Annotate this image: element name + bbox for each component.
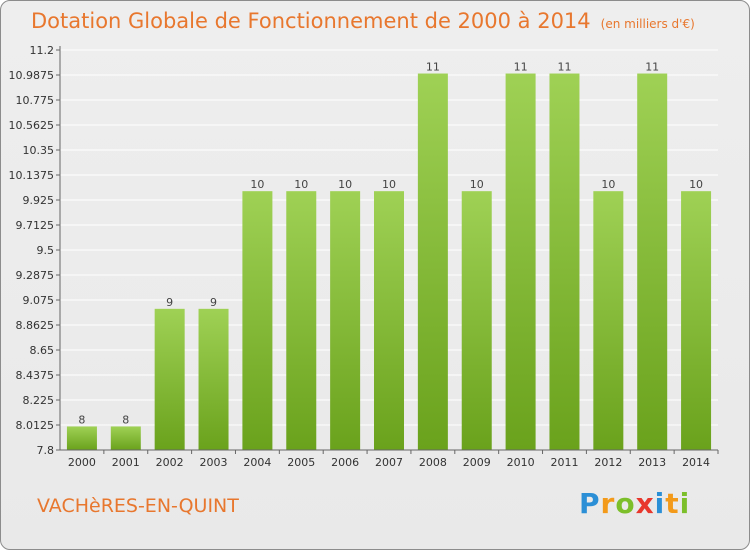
y-tick-label: 8.0125 — [16, 419, 55, 432]
y-tick-label: 7.8 — [37, 444, 55, 457]
chart-unit: (en milliers d'€) — [600, 17, 695, 31]
bar — [374, 191, 404, 451]
x-tick-label: 2002 — [156, 456, 184, 469]
y-tick-label: 9.075 — [23, 294, 55, 307]
bar — [110, 426, 141, 450]
bar-value-label: 8 — [122, 413, 129, 426]
bar — [593, 191, 624, 451]
y-tick-label: 8.225 — [23, 394, 55, 407]
logo-letter: o — [615, 487, 636, 520]
y-tick-label: 9.5 — [37, 244, 55, 257]
x-tick-label: 2010 — [507, 456, 535, 469]
bar — [330, 191, 361, 451]
y-tick-label: 9.7125 — [16, 219, 55, 232]
logo-letter: t — [665, 487, 680, 520]
y-tick-label: 8.8625 — [16, 319, 55, 332]
x-tick-label: 2005 — [287, 456, 315, 469]
bar — [637, 73, 668, 450]
bar-value-label: 10 — [470, 178, 484, 191]
bar-value-label: 10 — [689, 178, 703, 191]
y-tick-label: 9.925 — [23, 194, 55, 207]
bar-value-label: 10 — [601, 178, 615, 191]
x-tick-label: 2006 — [331, 456, 359, 469]
bar-value-label: 9 — [210, 296, 217, 309]
x-tick-label: 2008 — [419, 456, 447, 469]
y-tick-label: 10.775 — [16, 94, 55, 107]
bar-value-label: 10 — [294, 178, 308, 191]
x-tick-label: 2001 — [112, 456, 140, 469]
x-tick-label: 2014 — [682, 456, 710, 469]
commune-name: VACHèRES-EN-QUINT — [37, 495, 239, 517]
y-tick-label: 8.4375 — [16, 369, 55, 382]
bar — [286, 191, 317, 451]
bar — [505, 73, 536, 450]
bar-value-label: 8 — [78, 413, 85, 426]
x-tick-label: 2013 — [638, 456, 666, 469]
bar — [66, 426, 97, 450]
y-tick-label: 8.65 — [30, 344, 55, 357]
bar-value-label: 11 — [426, 61, 440, 74]
bar — [461, 191, 492, 451]
logo-letter: i — [679, 487, 691, 520]
y-tick-label: 10.9875 — [9, 69, 55, 82]
y-tick-label: 11.2 — [30, 44, 55, 57]
bar-value-label: 11 — [514, 61, 528, 74]
bar — [198, 308, 229, 450]
bar-value-label: 11 — [645, 61, 659, 74]
bar-value-label: 11 — [557, 61, 571, 74]
bar — [154, 308, 185, 450]
x-tick-label: 2003 — [200, 456, 228, 469]
chart-title: Dotation Globale de Fonctionnement de 20… — [31, 9, 695, 33]
x-tick-label: 2009 — [463, 456, 491, 469]
x-tick-label: 2007 — [375, 456, 403, 469]
y-tick-label: 10.35 — [23, 144, 55, 157]
bar — [242, 191, 273, 451]
y-tick-label: 10.1375 — [9, 169, 55, 182]
bar — [681, 191, 712, 451]
logo-letter: i — [654, 487, 666, 520]
x-tick-label: 2000 — [68, 456, 96, 469]
bar — [549, 73, 580, 450]
bar-value-label: 9 — [166, 296, 173, 309]
x-tick-label: 2012 — [594, 456, 622, 469]
y-tick-label: 10.5625 — [9, 119, 55, 132]
x-tick-label: 2011 — [550, 456, 578, 469]
bar-value-label: 10 — [382, 178, 396, 191]
logo-letter: r — [600, 487, 616, 520]
bar-value-label: 10 — [338, 178, 352, 191]
logo-letter: P — [579, 487, 601, 520]
bar — [417, 73, 448, 450]
x-tick-label: 2004 — [243, 456, 271, 469]
logo-letter: x — [635, 487, 655, 520]
proxiti-logo: Proxiti — [579, 487, 690, 520]
bar-value-label: 10 — [250, 178, 264, 191]
y-tick-label: 9.2875 — [16, 269, 55, 282]
